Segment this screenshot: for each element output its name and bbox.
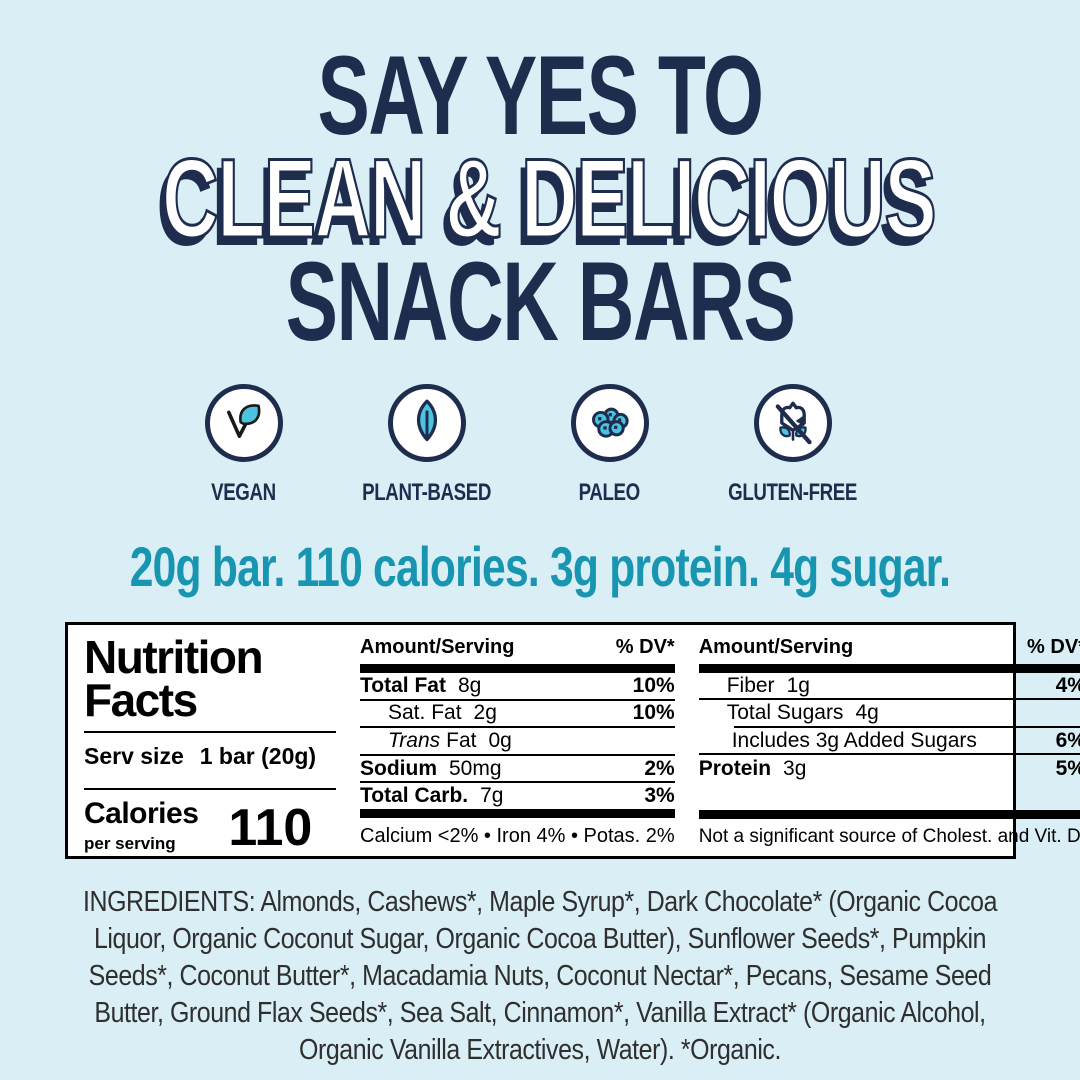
badge-label-paleo: PALEO	[578, 479, 641, 506]
nutrition-left-column: Nutrition Facts Serv size 1 bar (20g) Cal…	[84, 631, 336, 854]
headline-line-3: SNACK BARS	[285, 239, 796, 364]
ingredients-line: Butter, Ground Flax Seeds*, Sea Salt, Ci…	[94, 997, 986, 1029]
spacer	[699, 783, 1080, 810]
gluten-free-icon	[753, 384, 832, 462]
calories-sublabel: per serving	[84, 834, 176, 853]
row-total-fat: Total Fat 8g 10%	[360, 673, 675, 701]
ingredients-line: Organic Vanilla Extractives, Water). *Or…	[299, 1034, 781, 1066]
row-trans-fat: Trans Fat 0g	[360, 728, 675, 756]
serving-size-value: 1 bar (20g)	[199, 743, 317, 769]
headline-line-1: SAY YES TO	[317, 33, 763, 158]
nutrition-title-line2: Facts	[84, 674, 198, 726]
badge-label-vegan: VEGAN	[211, 479, 276, 506]
nutrition-title-line1: Nutrition	[84, 631, 264, 683]
row-total-carb: Total Carb. 7g 3%	[360, 784, 675, 808]
ingredients-paragraph: INGREDIENTS: Almonds, Cashews*, Maple Sy…	[0, 884, 1080, 1069]
dv-header: % DV*	[615, 636, 675, 658]
row-fiber: Fiber 1g 4%	[698, 673, 1080, 701]
thick-bar	[360, 664, 675, 673]
divider	[84, 731, 336, 733]
calories-label: Calories	[84, 797, 199, 830]
badge-gluten-free: GLUTEN-FREE	[701, 384, 884, 507]
ingredients-line: INGREDIENTS: Almonds, Cashews*, Maple Sy…	[82, 886, 998, 918]
dv-header: % DV*	[1027, 636, 1080, 658]
headline-line-2: CLEAN & DELICIOUS	[161, 136, 938, 261]
nutrition-facts-label: Nutrition Facts Serv size 1 bar (20g) Cal…	[65, 622, 1080, 859]
row-sat-fat: Sat. Fat 2g 10%	[360, 701, 675, 729]
plant-based-icon	[387, 384, 466, 462]
row-total-sugars: Total Sugars 4g	[726, 701, 879, 725]
minerals-footnote: Calcium <2% • Iron 4% • Potas. 2%	[360, 824, 675, 847]
badge-plant-based: PLANT-BASED	[335, 384, 518, 507]
middle-column-header: Amount/Serving % DV*	[360, 636, 675, 664]
badge-label-plant-based: PLANT-BASED	[362, 479, 491, 506]
badge-vegan: VEGAN	[152, 384, 335, 507]
paleo-icon	[570, 384, 649, 462]
diet-badges-row: VEGAN PLANT-BASED	[152, 384, 884, 507]
ingredients-line: Seeds*, Coconut Butter*, Macadamia Nuts,…	[88, 960, 992, 992]
tagline: 20g bar. 110 calories. 3g protein. 4g su…	[129, 535, 951, 598]
nutrition-title: Nutrition Facts	[84, 631, 336, 726]
headline: SAY YES TO CLEAN & DELICIOUS SNACK BARS	[0, 33, 1080, 364]
thick-bar	[698, 664, 1080, 673]
row-added-sugars: Includes 3g Added Sugars 6%	[698, 728, 1080, 756]
ingredients-line: Liquor, Organic Coconut Sugar, Organic C…	[93, 923, 987, 955]
serving-size-row: Serv size 1 bar (20g)	[84, 733, 336, 779]
badge-label-gluten-free: GLUTEN-FREE	[728, 479, 857, 506]
calories-row: Calories per serving 110	[84, 790, 336, 857]
thick-bar	[360, 808, 675, 818]
calories-value: 110	[228, 799, 313, 857]
amount-serving-header: Amount/Serving	[360, 636, 515, 658]
row-sodium: Sodium 50mg 2%	[360, 756, 675, 784]
right-column-header: Amount/Serving % DV*	[699, 636, 1080, 664]
vegan-icon	[204, 384, 283, 462]
indented-divider	[733, 725, 1080, 728]
thick-bar	[698, 810, 1080, 820]
badge-paleo: PALEO	[518, 384, 701, 507]
row-protein: Protein 3g 5%	[698, 756, 1080, 780]
not-significant-footnote: Not a significant source of Cholest. and…	[698, 826, 1080, 848]
serving-size-label: Serv size	[84, 743, 184, 769]
amount-serving-header: Amount/Serving	[698, 636, 854, 658]
nutrition-middle-column: Amount/Serving % DV* Total Fat 8g 10% Sa…	[360, 636, 675, 848]
nutrition-right-column: Amount/Serving % DV* Fiber 1g 4% Total S…	[698, 636, 1080, 848]
divider	[84, 788, 336, 790]
